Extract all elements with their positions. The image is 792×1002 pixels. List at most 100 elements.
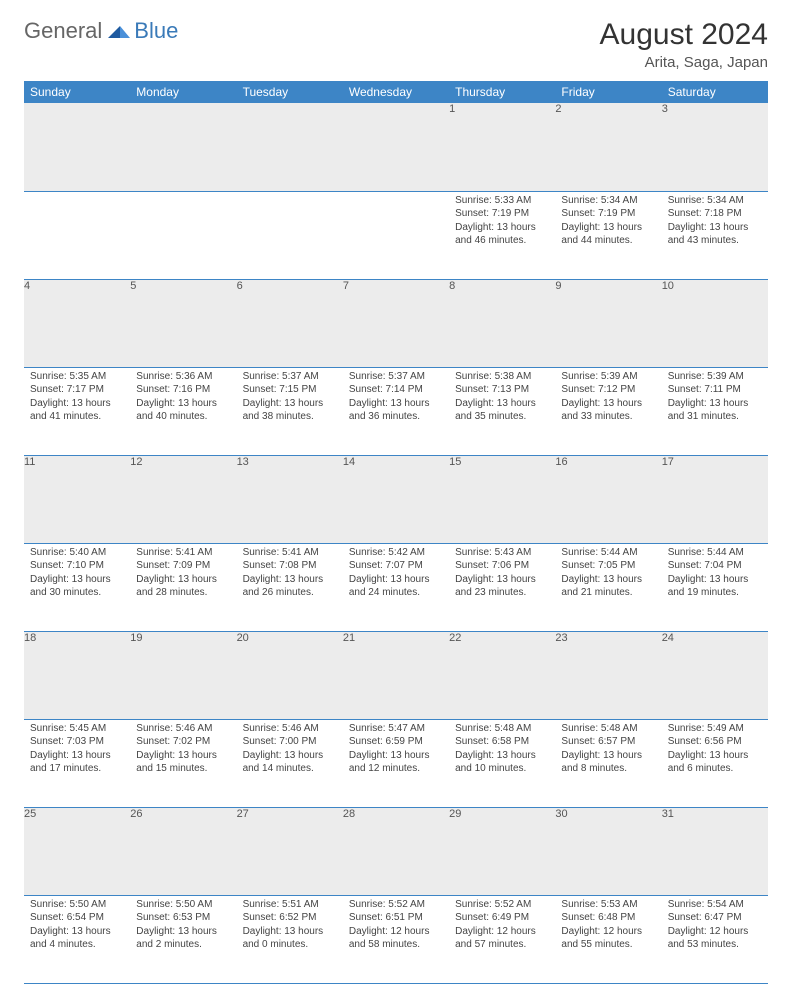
day-number-cell: 1 bbox=[449, 103, 555, 191]
sunset-text: Sunset: 6:56 PM bbox=[668, 735, 762, 749]
day-content-cell: Sunrise: 5:34 AMSunset: 7:18 PMDaylight:… bbox=[662, 191, 768, 279]
day-content-cell: Sunrise: 5:51 AMSunset: 6:52 PMDaylight:… bbox=[237, 895, 343, 983]
weekday-header: Saturday bbox=[662, 81, 768, 103]
day-content-cell: Sunrise: 5:47 AMSunset: 6:59 PMDaylight:… bbox=[343, 719, 449, 807]
sunrise-text: Sunrise: 5:35 AM bbox=[30, 370, 124, 384]
day-number-cell bbox=[237, 103, 343, 191]
sunset-text: Sunset: 7:02 PM bbox=[136, 735, 230, 749]
logo: General Blue bbox=[24, 18, 178, 44]
day-content-cell: Sunrise: 5:38 AMSunset: 7:13 PMDaylight:… bbox=[449, 367, 555, 455]
sunrise-text: Sunrise: 5:41 AM bbox=[136, 546, 230, 560]
day-details: Sunrise: 5:54 AMSunset: 6:47 PMDaylight:… bbox=[662, 896, 768, 956]
sunrise-text: Sunrise: 5:34 AM bbox=[561, 194, 655, 208]
sunset-text: Sunset: 6:48 PM bbox=[561, 911, 655, 925]
sunrise-text: Sunrise: 5:50 AM bbox=[136, 898, 230, 912]
day-content-cell: Sunrise: 5:54 AMSunset: 6:47 PMDaylight:… bbox=[662, 895, 768, 983]
sunset-text: Sunset: 7:19 PM bbox=[455, 207, 549, 221]
day-content-cell bbox=[237, 191, 343, 279]
day-number-cell: 14 bbox=[343, 455, 449, 543]
day-details: Sunrise: 5:36 AMSunset: 7:16 PMDaylight:… bbox=[130, 368, 236, 428]
sunset-text: Sunset: 6:58 PM bbox=[455, 735, 549, 749]
sunrise-text: Sunrise: 5:39 AM bbox=[561, 370, 655, 384]
daylight-text: Daylight: 13 hours and 17 minutes. bbox=[30, 749, 124, 776]
day-details: Sunrise: 5:48 AMSunset: 6:57 PMDaylight:… bbox=[555, 720, 661, 780]
day-number-cell: 29 bbox=[449, 807, 555, 895]
daylight-text: Daylight: 13 hours and 14 minutes. bbox=[243, 749, 337, 776]
day-content-cell: Sunrise: 5:45 AMSunset: 7:03 PMDaylight:… bbox=[24, 719, 130, 807]
sunrise-text: Sunrise: 5:53 AM bbox=[561, 898, 655, 912]
weekday-header: Wednesday bbox=[343, 81, 449, 103]
day-content-cell: Sunrise: 5:41 AMSunset: 7:08 PMDaylight:… bbox=[237, 543, 343, 631]
day-details: Sunrise: 5:50 AMSunset: 6:54 PMDaylight:… bbox=[24, 896, 130, 956]
day-content-cell: Sunrise: 5:50 AMSunset: 6:54 PMDaylight:… bbox=[24, 895, 130, 983]
day-content-cell: Sunrise: 5:44 AMSunset: 7:05 PMDaylight:… bbox=[555, 543, 661, 631]
day-content-cell: Sunrise: 5:39 AMSunset: 7:12 PMDaylight:… bbox=[555, 367, 661, 455]
weekday-header: Tuesday bbox=[237, 81, 343, 103]
day-number-cell: 26 bbox=[130, 807, 236, 895]
day-details: Sunrise: 5:42 AMSunset: 7:07 PMDaylight:… bbox=[343, 544, 449, 604]
day-number-cell: 25 bbox=[24, 807, 130, 895]
day-content-cell: Sunrise: 5:37 AMSunset: 7:15 PMDaylight:… bbox=[237, 367, 343, 455]
sunrise-text: Sunrise: 5:42 AM bbox=[349, 546, 443, 560]
day-content-row: Sunrise: 5:33 AMSunset: 7:19 PMDaylight:… bbox=[24, 191, 768, 279]
day-content-cell: Sunrise: 5:41 AMSunset: 7:09 PMDaylight:… bbox=[130, 543, 236, 631]
day-number-cell: 16 bbox=[555, 455, 661, 543]
day-content-cell: Sunrise: 5:33 AMSunset: 7:19 PMDaylight:… bbox=[449, 191, 555, 279]
sunset-text: Sunset: 7:10 PM bbox=[30, 559, 124, 573]
day-details: Sunrise: 5:44 AMSunset: 7:04 PMDaylight:… bbox=[662, 544, 768, 604]
sunset-text: Sunset: 7:14 PM bbox=[349, 383, 443, 397]
day-content-cell: Sunrise: 5:37 AMSunset: 7:14 PMDaylight:… bbox=[343, 367, 449, 455]
day-number-cell bbox=[343, 103, 449, 191]
sunset-text: Sunset: 6:52 PM bbox=[243, 911, 337, 925]
daylight-text: Daylight: 13 hours and 30 minutes. bbox=[30, 573, 124, 600]
sunrise-text: Sunrise: 5:36 AM bbox=[136, 370, 230, 384]
daylight-text: Daylight: 13 hours and 38 minutes. bbox=[243, 397, 337, 424]
sunrise-text: Sunrise: 5:44 AM bbox=[561, 546, 655, 560]
sunrise-text: Sunrise: 5:47 AM bbox=[349, 722, 443, 736]
sunrise-text: Sunrise: 5:41 AM bbox=[243, 546, 337, 560]
day-content-row: Sunrise: 5:40 AMSunset: 7:10 PMDaylight:… bbox=[24, 543, 768, 631]
title-block: August 2024 Arita, Saga, Japan bbox=[600, 18, 768, 71]
calendar-page: General Blue August 2024 Arita, Saga, Ja… bbox=[0, 0, 792, 1002]
sunset-text: Sunset: 6:49 PM bbox=[455, 911, 549, 925]
day-details: Sunrise: 5:50 AMSunset: 6:53 PMDaylight:… bbox=[130, 896, 236, 956]
header: General Blue August 2024 Arita, Saga, Ja… bbox=[24, 18, 768, 71]
sunrise-text: Sunrise: 5:33 AM bbox=[455, 194, 549, 208]
daylight-text: Daylight: 13 hours and 36 minutes. bbox=[349, 397, 443, 424]
day-number-cell: 19 bbox=[130, 631, 236, 719]
day-number-cell: 5 bbox=[130, 279, 236, 367]
page-title: August 2024 bbox=[600, 18, 768, 52]
sunrise-text: Sunrise: 5:34 AM bbox=[668, 194, 762, 208]
day-number-cell: 20 bbox=[237, 631, 343, 719]
daylight-text: Daylight: 13 hours and 33 minutes. bbox=[561, 397, 655, 424]
day-number-row: 18192021222324 bbox=[24, 631, 768, 719]
sunset-text: Sunset: 7:08 PM bbox=[243, 559, 337, 573]
sunrise-text: Sunrise: 5:43 AM bbox=[455, 546, 549, 560]
day-details: Sunrise: 5:39 AMSunset: 7:12 PMDaylight:… bbox=[555, 368, 661, 428]
sunrise-text: Sunrise: 5:48 AM bbox=[561, 722, 655, 736]
sunset-text: Sunset: 7:03 PM bbox=[30, 735, 124, 749]
day-content-row: Sunrise: 5:50 AMSunset: 6:54 PMDaylight:… bbox=[24, 895, 768, 983]
day-details: Sunrise: 5:53 AMSunset: 6:48 PMDaylight:… bbox=[555, 896, 661, 956]
sunset-text: Sunset: 7:17 PM bbox=[30, 383, 124, 397]
day-content-cell: Sunrise: 5:44 AMSunset: 7:04 PMDaylight:… bbox=[662, 543, 768, 631]
page-subtitle: Arita, Saga, Japan bbox=[600, 54, 768, 71]
sunset-text: Sunset: 6:57 PM bbox=[561, 735, 655, 749]
sunset-text: Sunset: 6:59 PM bbox=[349, 735, 443, 749]
sunset-text: Sunset: 7:19 PM bbox=[561, 207, 655, 221]
day-number-cell: 4 bbox=[24, 279, 130, 367]
day-details: Sunrise: 5:39 AMSunset: 7:11 PMDaylight:… bbox=[662, 368, 768, 428]
day-number-cell: 18 bbox=[24, 631, 130, 719]
day-number-cell: 22 bbox=[449, 631, 555, 719]
sunrise-text: Sunrise: 5:39 AM bbox=[668, 370, 762, 384]
daylight-text: Daylight: 12 hours and 58 minutes. bbox=[349, 925, 443, 952]
daylight-text: Daylight: 13 hours and 12 minutes. bbox=[349, 749, 443, 776]
day-details: Sunrise: 5:35 AMSunset: 7:17 PMDaylight:… bbox=[24, 368, 130, 428]
day-details: Sunrise: 5:51 AMSunset: 6:52 PMDaylight:… bbox=[237, 896, 343, 956]
day-details: Sunrise: 5:44 AMSunset: 7:05 PMDaylight:… bbox=[555, 544, 661, 604]
day-details: Sunrise: 5:34 AMSunset: 7:18 PMDaylight:… bbox=[662, 192, 768, 252]
weekday-header: Sunday bbox=[24, 81, 130, 103]
day-number-row: 11121314151617 bbox=[24, 455, 768, 543]
sunset-text: Sunset: 7:11 PM bbox=[668, 383, 762, 397]
day-content-cell: Sunrise: 5:42 AMSunset: 7:07 PMDaylight:… bbox=[343, 543, 449, 631]
